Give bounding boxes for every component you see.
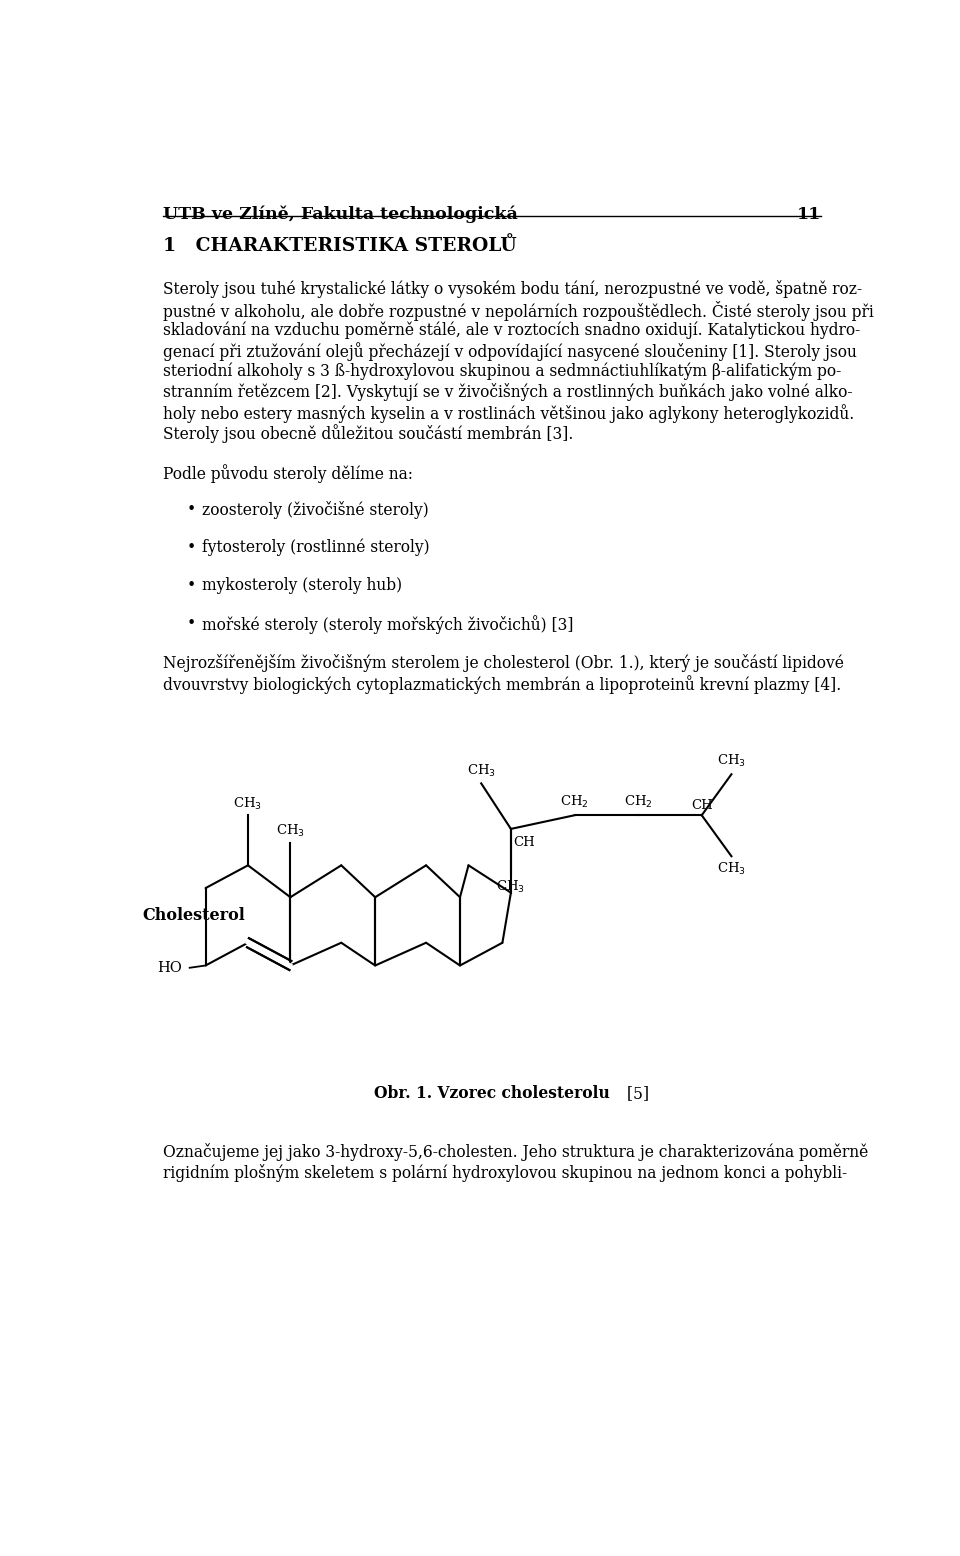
Text: rigidním plošným skeletem s polární hydroxylovou skupinou na jednom konci a pohy: rigidním plošným skeletem s polární hydr… bbox=[163, 1164, 848, 1181]
Text: dvouvrstvy biologických cytoplazmatických membrán a lipoproteinů krevní plazmy [: dvouvrstvy biologických cytoplazmatickýc… bbox=[163, 675, 841, 694]
Text: CH$_3$: CH$_3$ bbox=[276, 823, 305, 839]
Text: skladování na vzduchu poměrně stálé, ale v roztocích snadno oxidují. Katalyticko: skladování na vzduchu poměrně stálé, ale… bbox=[163, 322, 860, 339]
Text: Steroly jsou tuhé krystalické látky o vysokém bodu tání, nerozpustné ve vodě, šp: Steroly jsou tuhé krystalické látky o vy… bbox=[163, 280, 862, 299]
Text: CH$_3$: CH$_3$ bbox=[467, 762, 495, 778]
Text: zoosteroly (živočišné steroly): zoosteroly (živočišné steroly) bbox=[202, 501, 428, 518]
Text: •: • bbox=[187, 577, 196, 594]
Text: Obr. 1. Vzorec cholesterolu: Obr. 1. Vzorec cholesterolu bbox=[374, 1086, 610, 1102]
Text: CH$_3$: CH$_3$ bbox=[496, 879, 525, 895]
Text: steriodní alkoholy s 3 ß-hydroxylovou skupinou a sedmnáctiuhlíkatým β-alifatický: steriodní alkoholy s 3 ß-hydroxylovou sk… bbox=[163, 363, 841, 380]
Text: CH$_2$: CH$_2$ bbox=[560, 795, 588, 811]
Text: Cholesterol: Cholesterol bbox=[142, 907, 245, 924]
Text: mořské steroly (steroly mořských živočichů) [3]: mořské steroly (steroly mořských živočic… bbox=[202, 615, 573, 635]
Text: stranním řetězcem [2]. Vyskytují se v živočišných a rostlinných buňkách jako vol: stranním řetězcem [2]. Vyskytují se v ži… bbox=[163, 383, 852, 401]
Text: Steroly jsou obecně důležitou součástí membrán [3].: Steroly jsou obecně důležitou součástí m… bbox=[163, 425, 573, 443]
Text: Nejrozšířenějším živočišným sterolem je cholesterol (Obr. 1.), který je součástí: Nejrozšířenějším živočišným sterolem je … bbox=[163, 655, 844, 672]
Text: [5]: [5] bbox=[622, 1086, 649, 1102]
Text: 1   CHARAKTERISTIKA STEROLŮ: 1 CHARAKTERISTIKA STEROLŮ bbox=[163, 237, 516, 255]
Text: Označujeme jej jako 3-hydroxy-5,6-cholesten. Jeho struktura je charakterizována : Označujeme jej jako 3-hydroxy-5,6-choles… bbox=[163, 1144, 869, 1161]
Text: CH$_2$: CH$_2$ bbox=[624, 795, 653, 811]
Text: fytosteroly (rostlinné steroly): fytosteroly (rostlinné steroly) bbox=[202, 538, 429, 557]
Text: CH: CH bbox=[514, 836, 535, 850]
Text: 11: 11 bbox=[797, 205, 821, 223]
Text: •: • bbox=[187, 615, 196, 632]
Text: CH$_3$: CH$_3$ bbox=[233, 795, 262, 812]
Text: CH$_3$: CH$_3$ bbox=[717, 753, 746, 770]
Text: UTB ve Zlíně, Fakulta technologická: UTB ve Zlíně, Fakulta technologická bbox=[163, 205, 517, 224]
Text: genací při ztužování olejů přecházejí v odpovídající nasycené sloučeniny [1]. St: genací při ztužování olejů přecházejí v … bbox=[163, 342, 857, 361]
Text: pustné v alkoholu, ale dobře rozpustné v nepolárních rozpouštědlech. Čisté stero: pustné v alkoholu, ale dobře rozpustné v… bbox=[163, 300, 874, 321]
Text: •: • bbox=[187, 538, 196, 555]
Text: CH: CH bbox=[691, 798, 712, 812]
Text: HO: HO bbox=[157, 960, 182, 974]
Text: mykosteroly (steroly hub): mykosteroly (steroly hub) bbox=[202, 577, 402, 594]
Text: Podle původu steroly dělíme na:: Podle původu steroly dělíme na: bbox=[163, 464, 413, 482]
Text: CH$_3$: CH$_3$ bbox=[717, 860, 746, 878]
Text: •: • bbox=[187, 501, 196, 518]
Text: holy nebo estery masných kyselin a v rostlinách většinou jako aglykony heterogly: holy nebo estery masných kyselin a v ros… bbox=[163, 405, 854, 423]
